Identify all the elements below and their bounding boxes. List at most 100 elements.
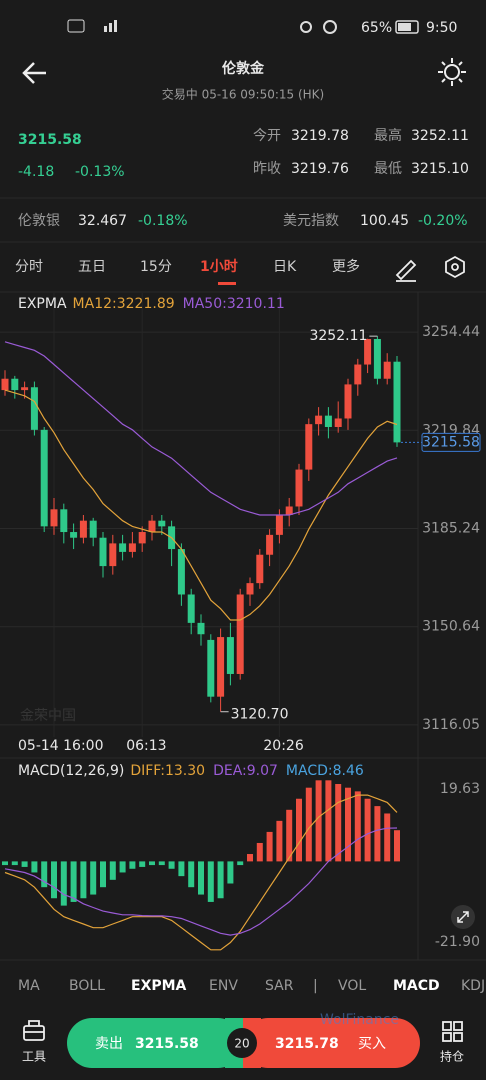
macd-bar [266,831,273,862]
tools-icon[interactable] [23,1020,45,1041]
candle-body [99,537,107,567]
macd-bar [227,861,234,884]
period-tab[interactable]: 五日 [78,259,106,275]
macd-bar [2,861,8,866]
macd-bar [31,861,38,873]
positions-label[interactable]: 持仓 [440,1049,464,1064]
candle-body [305,424,313,470]
macd-bar [139,861,146,867]
y-tick-label: -21.90 [435,934,480,950]
indicator-tab[interactable]: KDJ [461,978,485,994]
battery: 65% [361,20,392,36]
candle-body [79,520,87,538]
indicator-tab[interactable]: VOL [338,978,366,994]
indicator-tab[interactable]: BOLL [69,978,105,994]
period-tab[interactable]: 1小时 [200,258,238,275]
last-price-box [421,432,481,452]
indicator-tab[interactable]: EXPMA [131,978,187,994]
stat-label: 今开 [253,128,281,144]
stat-value: 3219.78 [291,128,349,144]
macd-bar [119,861,126,873]
lots-badge[interactable] [227,1028,257,1058]
subtitle: 交易中 05-16 09:50:15 (HK) [162,87,324,102]
indicator-tab[interactable]: ENV [209,978,238,994]
period-tab[interactable]: 15分 [140,259,172,275]
candle-body [177,549,185,595]
macd-bar [364,798,371,862]
macd-bar [60,861,67,906]
macd-bar [109,861,116,880]
candle-body [344,384,352,419]
y-tick-label: 3116.05 [422,717,480,733]
back-button[interactable] [22,62,46,84]
macd-bar [305,787,312,862]
tools-label[interactable]: 工具 [22,1050,46,1064]
legend-title: MACD(12,26,9) [18,763,124,779]
legend-title: EXPMA [18,296,67,312]
x-tick-label: 05-14 16:00 [18,738,103,754]
candle-body [21,387,29,391]
indicator-tab[interactable]: SAR [265,978,294,994]
buy-price: 3215.78 [275,1036,339,1052]
candle-body [138,532,146,544]
related-name[interactable]: 美元指数 [283,213,339,229]
sell-button[interactable] [67,1018,243,1068]
fullscreen-icon [457,911,469,923]
macd-bar [394,830,400,862]
watermark: 金荣中国 [20,708,76,724]
candle-body [109,543,117,567]
change-percent: -0.13% [75,164,125,180]
legend-entry: MACD:8.46 [286,763,364,779]
tab-separator: | [313,978,318,994]
last-price-label: 3215.58 [422,434,480,450]
period-tab[interactable]: 更多 [332,258,360,275]
candle-body [334,418,342,427]
legend-entry: MA50:3210.11 [183,296,285,312]
stat-label: 最高 [374,127,402,144]
macd-bar [51,861,57,899]
candle-body [119,543,127,552]
related-value: 32.467 [78,213,127,229]
indicator-tab[interactable]: MACD [393,978,440,994]
macd-bar [315,780,322,862]
macd-bar [247,854,253,862]
macd-bar [129,861,136,869]
legend-entry: MA12:3221.89 [73,296,175,312]
macd-bar [149,861,155,866]
macd-bar [11,861,18,866]
y-tick-label: 19.63 [440,781,480,797]
candle-body [246,583,254,595]
candle-body [30,387,38,430]
stat-label: 昨收 [253,161,281,177]
period-tab[interactable]: 分时 [15,259,43,275]
candle-body [295,469,303,507]
related-name[interactable]: 伦敦银 [18,213,60,229]
related-percent: -0.20% [418,213,468,229]
indicator-tab[interactable]: MA [18,978,40,994]
ma-line [4,341,398,516]
related-percent: -0.18% [138,213,188,229]
positions-icon[interactable] [442,1021,463,1042]
candle-body [207,639,215,697]
macd-bar [80,861,87,899]
buy-button[interactable] [243,1018,420,1068]
macd-bar [354,791,361,862]
macd-bar [345,787,351,862]
candle-body [256,554,264,584]
sell-price: 3215.58 [135,1036,199,1052]
settings-button[interactable] [438,58,466,86]
macd-bar [256,842,263,862]
candle-body [40,429,48,527]
candle-body [89,520,97,538]
macd-bar [276,820,283,862]
macd-bar [237,861,244,866]
stat-value: 3215.10 [411,161,469,177]
candle-body [275,515,283,535]
macd-bar [217,861,224,899]
draw-tool-button[interactable] [395,259,417,282]
period-tab[interactable]: 日K [273,259,297,275]
candle-body [393,361,401,443]
indicator-settings-button[interactable] [445,255,465,279]
